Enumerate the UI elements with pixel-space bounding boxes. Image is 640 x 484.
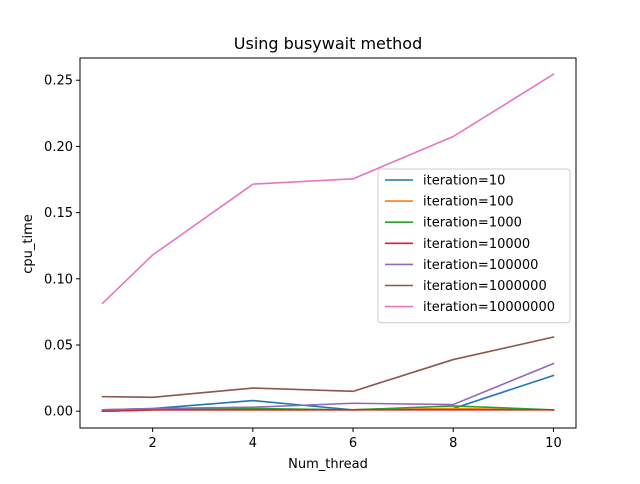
legend-entry-label: iteration=1000000	[423, 279, 547, 294]
series-line-4	[101, 362, 555, 411]
y-tick-label: 0.00	[44, 405, 73, 420]
legend-entry-label: iteration=1000	[423, 216, 522, 231]
x-tick-label: 4	[249, 436, 257, 451]
x-tick-label: 2	[149, 436, 157, 451]
x-tick-label: 10	[545, 436, 562, 451]
axes-frame	[79, 57, 577, 429]
series-line-3	[101, 409, 555, 413]
legend-entry-label: iteration=10000000	[423, 300, 555, 315]
y-tick-label: 0.10	[44, 272, 73, 287]
legend-entry-label: iteration=100	[423, 195, 514, 210]
y-tick-label: 0.25	[44, 74, 73, 89]
x-axis-label: Num_thread	[288, 457, 368, 472]
plot-area: 2 4 6 8 10 0.00 0.05 0.10 0.15 0.20 0.25	[44, 73, 562, 451]
series-line-5	[101, 336, 555, 399]
legend-entry-label: iteration=10	[423, 174, 505, 189]
y-tick-label: 0.20	[44, 140, 73, 155]
chart-title: Using busywait method	[234, 34, 422, 53]
legend-entry-label: iteration=10000	[423, 237, 530, 252]
legend-entry-label: iteration=100000	[423, 258, 538, 273]
y-tick-label: 0.15	[44, 206, 73, 221]
legend-box	[377, 168, 571, 324]
x-tick-label: 8	[449, 436, 457, 451]
y-tick-label: 0.05	[44, 338, 73, 353]
legend: iteration=10 iteration=100 iteration=1000 i…	[377, 168, 571, 324]
y-axis-label: cpu_time	[21, 214, 36, 274]
series-line-6	[101, 73, 555, 305]
x-tick-label: 6	[349, 436, 357, 451]
